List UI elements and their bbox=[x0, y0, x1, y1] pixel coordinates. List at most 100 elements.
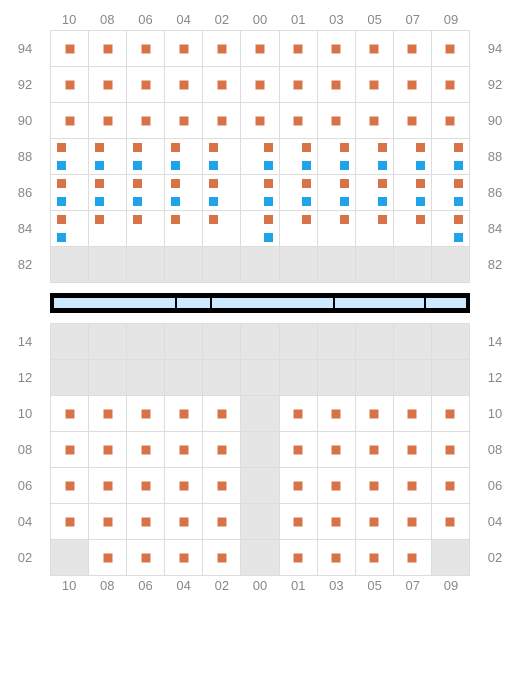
grid-cell[interactable] bbox=[164, 395, 202, 431]
grid-cell[interactable] bbox=[88, 503, 126, 539]
grid-cell[interactable] bbox=[431, 102, 469, 138]
grid-cell[interactable] bbox=[393, 467, 431, 503]
grid-cell[interactable] bbox=[393, 138, 431, 174]
grid-cell[interactable] bbox=[240, 503, 278, 539]
grid-cell[interactable] bbox=[202, 246, 240, 282]
grid-cell[interactable] bbox=[126, 246, 164, 282]
grid-cell[interactable] bbox=[126, 359, 164, 395]
grid-cell[interactable] bbox=[164, 246, 202, 282]
grid-cell[interactable] bbox=[431, 30, 469, 66]
grid-cell[interactable] bbox=[317, 246, 355, 282]
grid-cell[interactable] bbox=[202, 102, 240, 138]
grid-cell[interactable] bbox=[393, 431, 431, 467]
grid-cell[interactable] bbox=[126, 174, 164, 210]
grid-cell[interactable] bbox=[355, 246, 393, 282]
grid-cell[interactable] bbox=[240, 431, 278, 467]
grid-cell[interactable] bbox=[164, 174, 202, 210]
grid-cell[interactable] bbox=[88, 210, 126, 246]
grid-cell[interactable] bbox=[240, 395, 278, 431]
grid-cell[interactable] bbox=[50, 359, 88, 395]
grid-cell[interactable] bbox=[240, 359, 278, 395]
grid-cell[interactable] bbox=[50, 30, 88, 66]
grid-cell[interactable] bbox=[279, 174, 317, 210]
grid-cell[interactable] bbox=[50, 174, 88, 210]
grid-cell[interactable] bbox=[164, 210, 202, 246]
grid-cell[interactable] bbox=[202, 503, 240, 539]
grid-cell[interactable] bbox=[393, 395, 431, 431]
grid-cell[interactable] bbox=[240, 66, 278, 102]
grid-cell[interactable] bbox=[279, 359, 317, 395]
grid-cell[interactable] bbox=[431, 359, 469, 395]
grid-cell[interactable] bbox=[126, 66, 164, 102]
grid-cell[interactable] bbox=[317, 431, 355, 467]
grid-cell[interactable] bbox=[126, 210, 164, 246]
grid-cell[interactable] bbox=[50, 539, 88, 575]
grid-cell[interactable] bbox=[355, 138, 393, 174]
grid-cell[interactable] bbox=[317, 210, 355, 246]
grid-cell[interactable] bbox=[431, 395, 469, 431]
grid-cell[interactable] bbox=[355, 323, 393, 359]
grid-cell[interactable] bbox=[393, 323, 431, 359]
grid-cell[interactable] bbox=[317, 359, 355, 395]
grid-cell[interactable] bbox=[50, 66, 88, 102]
grid-cell[interactable] bbox=[50, 102, 88, 138]
grid-cell[interactable] bbox=[202, 323, 240, 359]
grid-cell[interactable] bbox=[50, 503, 88, 539]
grid-cell[interactable] bbox=[279, 30, 317, 66]
grid-cell[interactable] bbox=[50, 395, 88, 431]
grid-cell[interactable] bbox=[431, 323, 469, 359]
grid-cell[interactable] bbox=[393, 503, 431, 539]
grid-cell[interactable] bbox=[202, 539, 240, 575]
grid-cell[interactable] bbox=[126, 30, 164, 66]
grid-cell[interactable] bbox=[393, 174, 431, 210]
grid-cell[interactable] bbox=[88, 395, 126, 431]
grid-cell[interactable] bbox=[164, 102, 202, 138]
grid-cell[interactable] bbox=[88, 323, 126, 359]
grid-cell[interactable] bbox=[355, 30, 393, 66]
grid-cell[interactable] bbox=[126, 395, 164, 431]
grid-cell[interactable] bbox=[88, 431, 126, 467]
grid-cell[interactable] bbox=[88, 174, 126, 210]
grid-cell[interactable] bbox=[279, 138, 317, 174]
grid-cell[interactable] bbox=[164, 66, 202, 102]
grid-cell[interactable] bbox=[393, 66, 431, 102]
grid-cell[interactable] bbox=[202, 138, 240, 174]
grid-cell[interactable] bbox=[317, 66, 355, 102]
grid-cell[interactable] bbox=[355, 359, 393, 395]
grid-cell[interactable] bbox=[431, 138, 469, 174]
grid-cell[interactable] bbox=[355, 174, 393, 210]
grid-cell[interactable] bbox=[126, 539, 164, 575]
grid-cell[interactable] bbox=[393, 210, 431, 246]
grid-cell[interactable] bbox=[202, 431, 240, 467]
grid-cell[interactable] bbox=[279, 210, 317, 246]
grid-cell[interactable] bbox=[431, 431, 469, 467]
grid-cell[interactable] bbox=[88, 359, 126, 395]
grid-cell[interactable] bbox=[355, 210, 393, 246]
grid-cell[interactable] bbox=[279, 102, 317, 138]
grid-cell[interactable] bbox=[279, 539, 317, 575]
grid-cell[interactable] bbox=[240, 539, 278, 575]
grid-cell[interactable] bbox=[50, 323, 88, 359]
grid-cell[interactable] bbox=[317, 102, 355, 138]
grid-cell[interactable] bbox=[355, 467, 393, 503]
grid-cell[interactable] bbox=[279, 395, 317, 431]
grid-cell[interactable] bbox=[279, 323, 317, 359]
grid-cell[interactable] bbox=[164, 359, 202, 395]
grid-cell[interactable] bbox=[355, 66, 393, 102]
grid-cell[interactable] bbox=[355, 503, 393, 539]
grid-cell[interactable] bbox=[202, 66, 240, 102]
grid-cell[interactable] bbox=[164, 503, 202, 539]
grid-cell[interactable] bbox=[431, 467, 469, 503]
grid-cell[interactable] bbox=[355, 539, 393, 575]
grid-cell[interactable] bbox=[164, 467, 202, 503]
grid-cell[interactable] bbox=[393, 30, 431, 66]
grid-cell[interactable] bbox=[431, 66, 469, 102]
grid-cell[interactable] bbox=[126, 138, 164, 174]
grid-cell[interactable] bbox=[202, 467, 240, 503]
grid-cell[interactable] bbox=[126, 467, 164, 503]
grid-cell[interactable] bbox=[164, 539, 202, 575]
grid-cell[interactable] bbox=[317, 539, 355, 575]
grid-cell[interactable] bbox=[164, 138, 202, 174]
grid-cell[interactable] bbox=[202, 395, 240, 431]
grid-cell[interactable] bbox=[431, 246, 469, 282]
